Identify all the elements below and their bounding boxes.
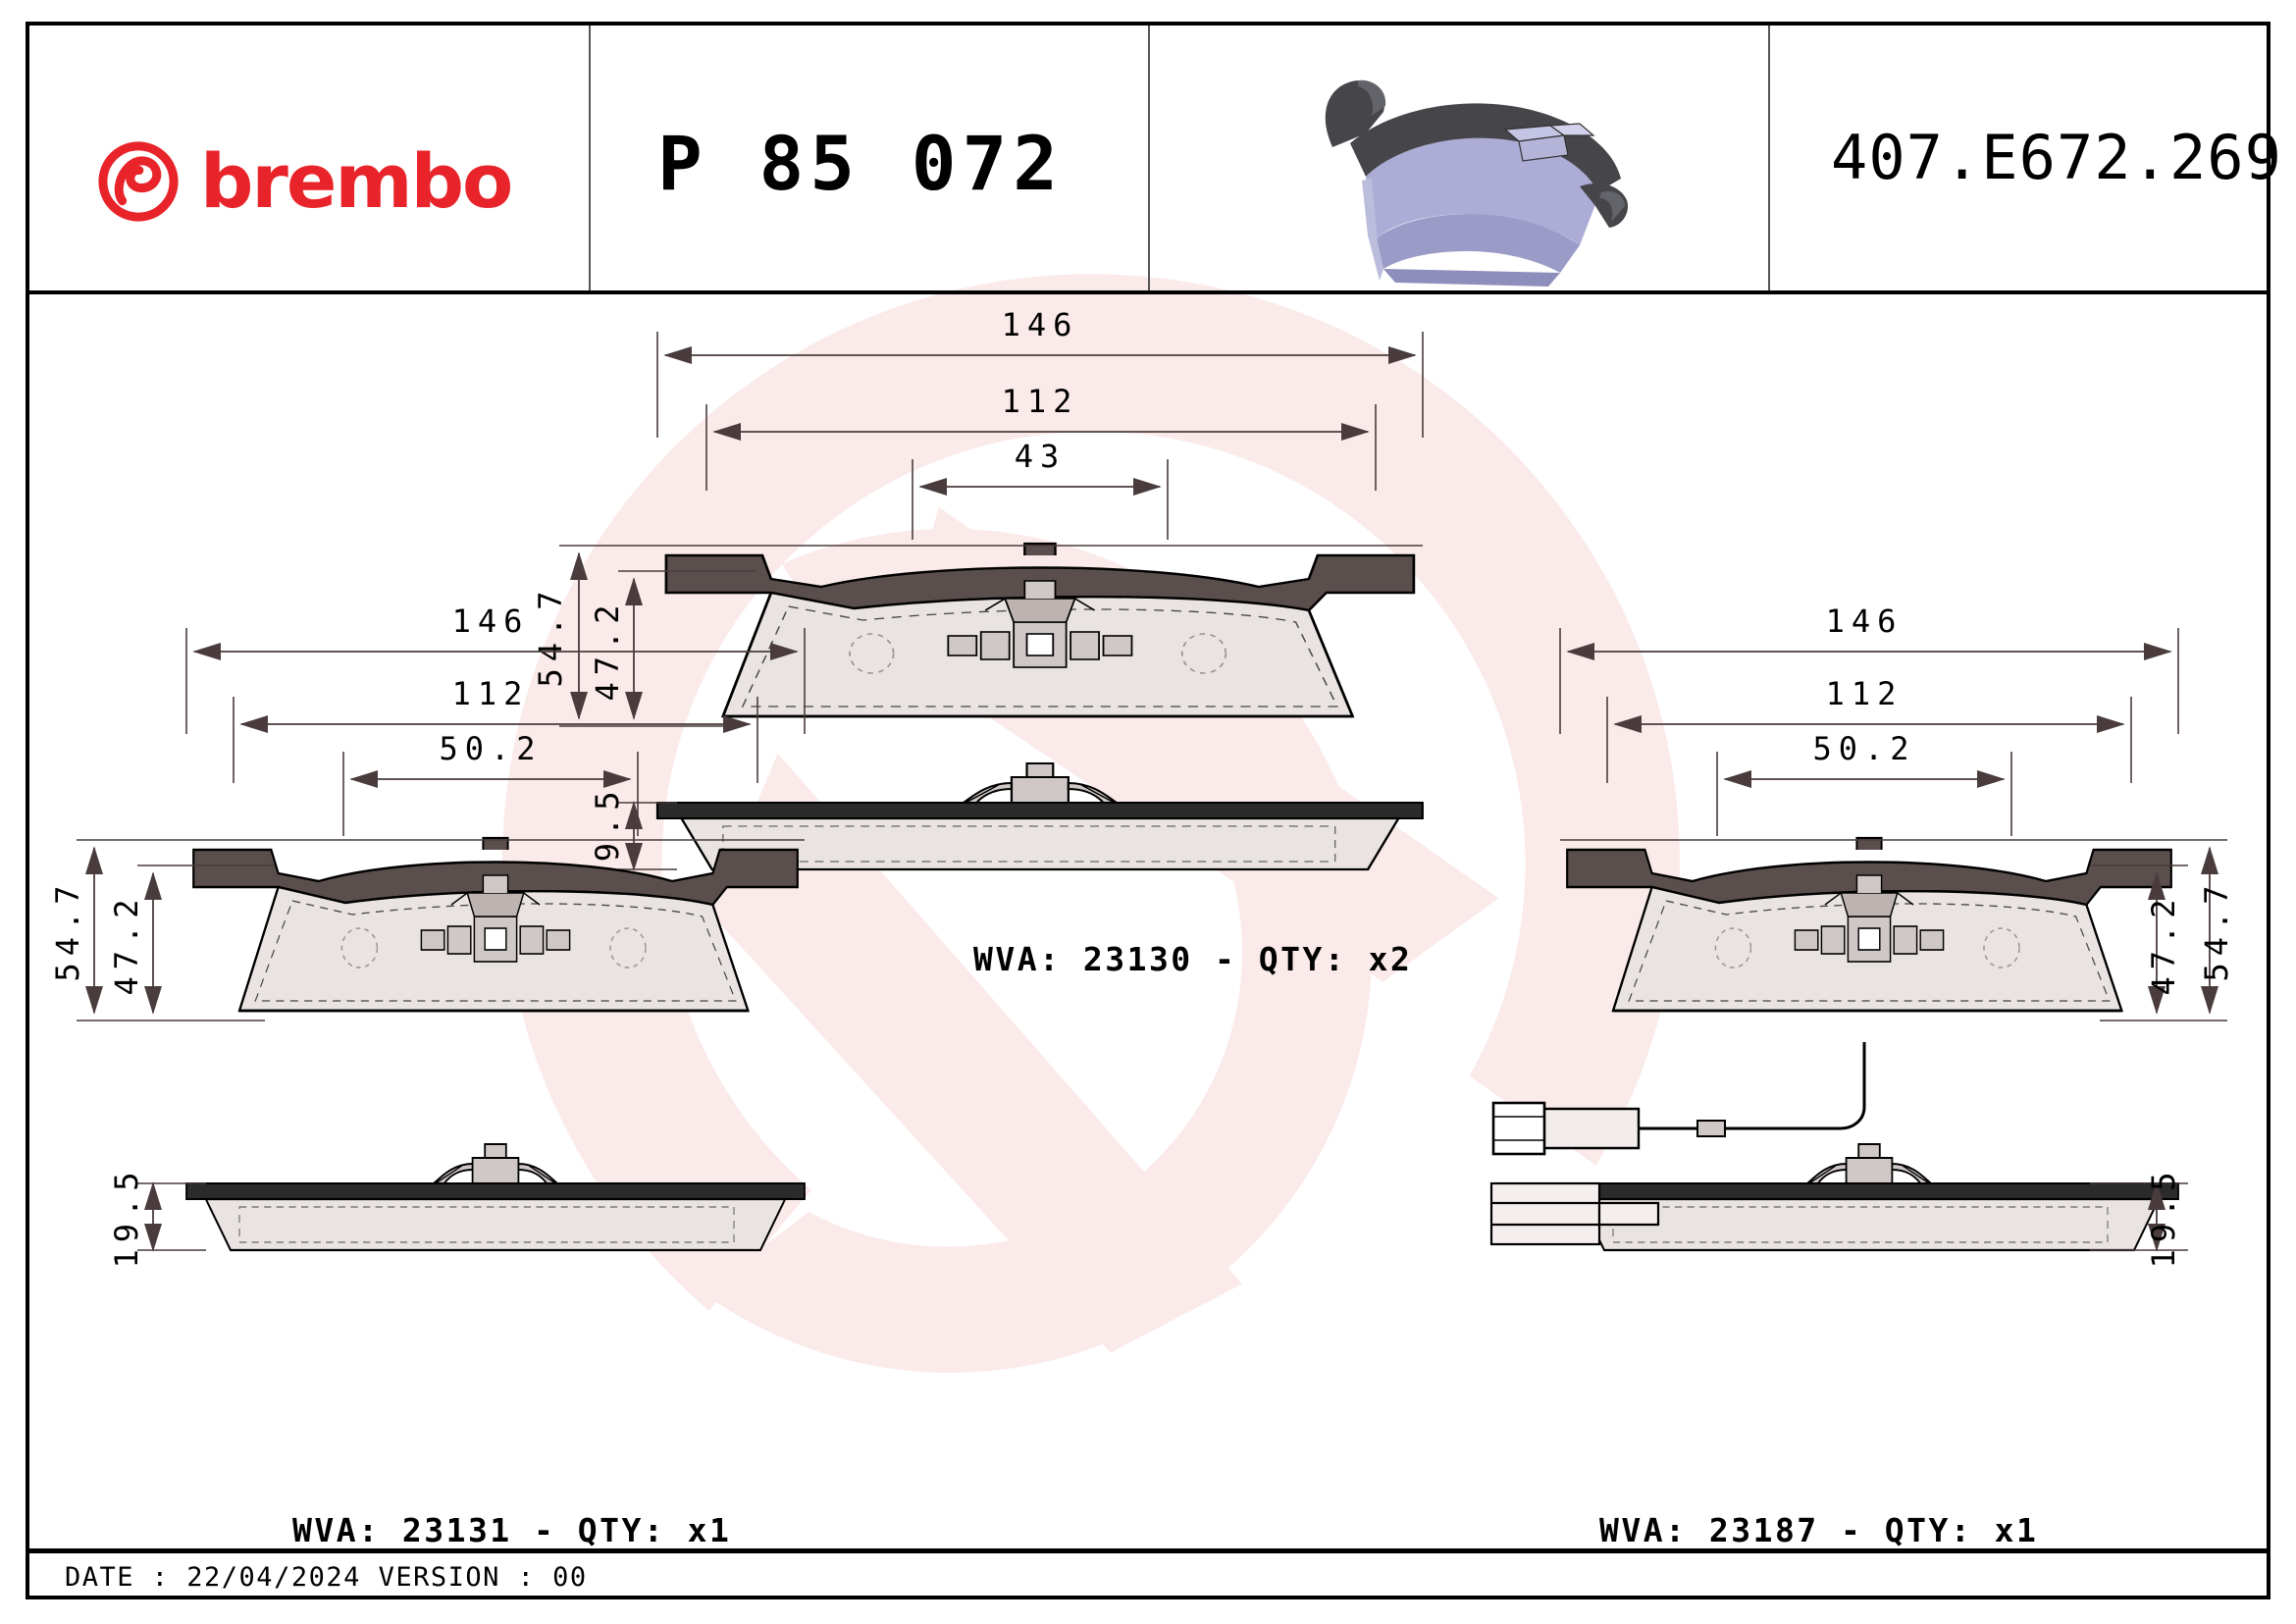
svg-text:54.7: 54.7 [2198, 878, 2235, 981]
caption-top-wva: WVA: 23130 - QTY: x2 [973, 940, 1413, 978]
wear-sensor-cable [1491, 1042, 1866, 1156]
brembo-circle-logo-icon [98, 141, 179, 222]
svg-text:112: 112 [1002, 383, 1079, 420]
brand-logo: brembo [98, 137, 513, 225]
header-divider-1 [589, 26, 591, 290]
svg-text:19.5: 19.5 [108, 1165, 145, 1268]
svg-text:146: 146 [1826, 602, 1904, 640]
sheet-border [26, 22, 2270, 1599]
left-side-view: 19.5 [108, 1142, 807, 1269]
footer-date-version: DATE : 22/04/2024 VERSION : 00 [65, 1562, 588, 1593]
header-divider-3 [1768, 26, 1770, 290]
caption-left-wva: WVA: 23131 - QTY: x1 [292, 1511, 732, 1549]
drawing-area: 146 112 43 54.7 47.2 19.5 [29, 294, 2267, 1560]
footer-rule [26, 1548, 2270, 1553]
product-render [1325, 79, 1629, 287]
svg-text:50.2: 50.2 [439, 730, 542, 767]
caption-right-wva: WVA: 23187 - QTY: x1 [1599, 1511, 2039, 1549]
svg-text:146: 146 [1002, 306, 1079, 343]
svg-text:47.2: 47.2 [2145, 892, 2182, 995]
svg-text:47.2: 47.2 [108, 892, 145, 995]
svg-text:50.2: 50.2 [1812, 730, 1915, 767]
svg-text:112: 112 [452, 675, 530, 712]
reference-number: 407.E672.269 [1831, 122, 2282, 193]
top-front-view: 146 112 43 54.7 47.2 [532, 306, 1424, 727]
part-number: P 85 072 [657, 120, 1065, 207]
header-bar: brembo P 85 072 407.E672.269 [29, 26, 2281, 290]
brand-name: brembo [200, 137, 513, 225]
header-rule [26, 290, 2270, 294]
svg-text:47.2: 47.2 [589, 598, 626, 701]
svg-text:146: 146 [452, 602, 530, 640]
svg-text:112: 112 [1826, 675, 1904, 712]
right-side-view: 19.5 [1489, 1142, 2188, 1269]
svg-text:43: 43 [1015, 438, 1067, 475]
svg-text:54.7: 54.7 [49, 878, 86, 981]
header-divider-2 [1148, 26, 1150, 290]
svg-text:19.5: 19.5 [2145, 1165, 2182, 1268]
right-front-view: 146 112 50.2 54.7 47.2 [1559, 602, 2235, 1022]
svg-text:54.7: 54.7 [532, 584, 569, 687]
